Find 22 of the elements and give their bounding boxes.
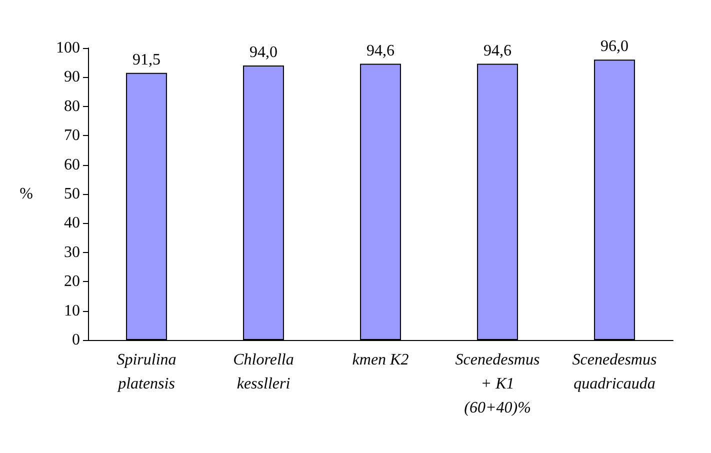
- y-tick-label: 40: [64, 214, 80, 232]
- x-tick-label: Scenedesmus quadricauda: [572, 352, 657, 392]
- data-label: 94,0: [250, 44, 278, 62]
- data-label: 94,6: [366, 42, 394, 60]
- y-tick-label: 20: [64, 273, 80, 290]
- y-tick-label: 90: [64, 68, 80, 86]
- y-tick-label: 80: [64, 98, 80, 115]
- y-tick-label: 30: [64, 244, 80, 261]
- y-tick-label: 100: [56, 40, 80, 56]
- y-tick-label: 70: [64, 127, 80, 144]
- x-tick-label: Chlorella kesslleri: [233, 352, 294, 392]
- y-tick-label: 50: [64, 186, 80, 202]
- data-label: 91,5: [132, 51, 160, 68]
- y-axis-title: %: [20, 186, 33, 202]
- x-tick-label: Scenedesmus + K1 (60+40)%: [455, 352, 540, 416]
- x-tick-label: Spirulina platensis: [116, 352, 176, 392]
- x-tick-label: kmen K2: [352, 352, 409, 368]
- data-label: 94,6: [484, 42, 512, 60]
- data-label: 96,0: [600, 38, 628, 56]
- y-tick-label: 10: [64, 302, 80, 320]
- y-tick-label: 0: [72, 332, 80, 348]
- y-tick-label: 60: [64, 156, 80, 174]
